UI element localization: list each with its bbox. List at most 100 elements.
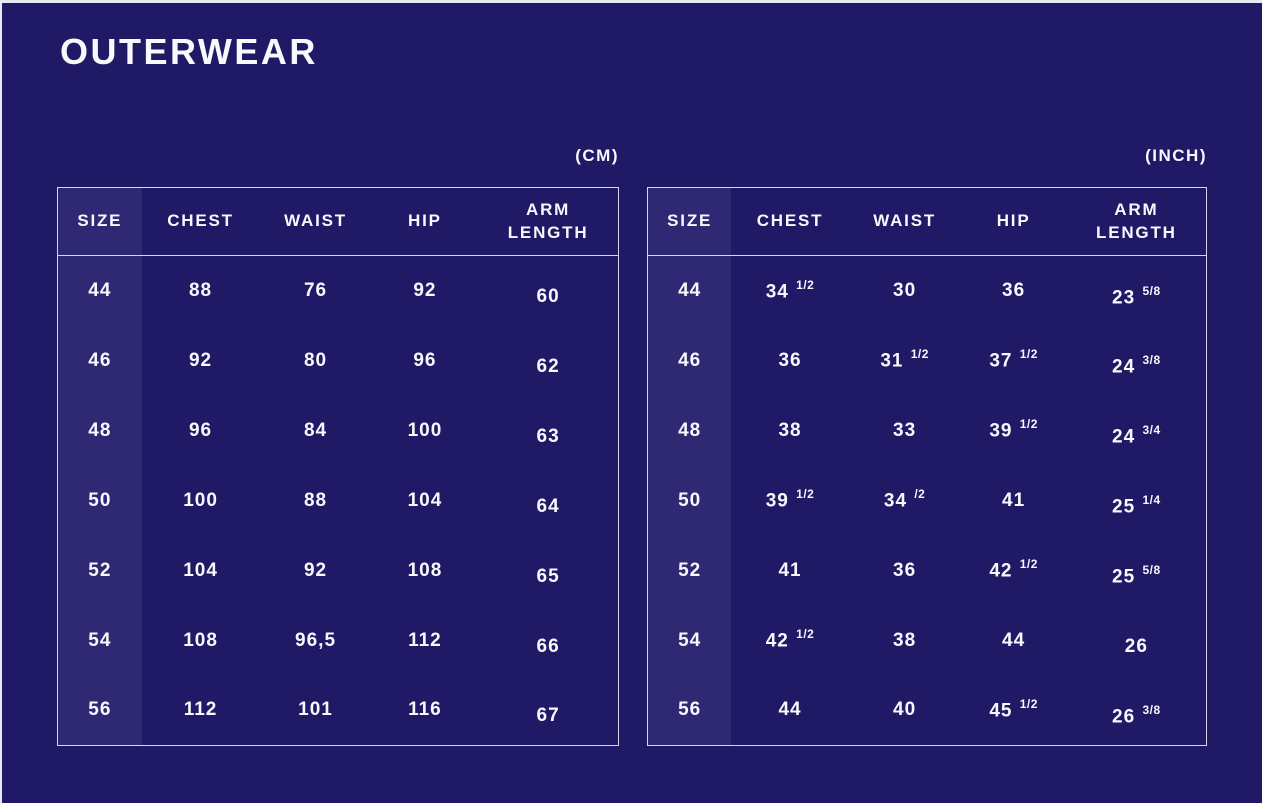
column-header-hip: HIP bbox=[408, 211, 442, 231]
measurement-cell: 31 1/2 bbox=[880, 347, 929, 372]
measurement-cell: 62 bbox=[536, 355, 560, 377]
column-header-arm-length: ARM LENGTH bbox=[507, 199, 589, 242]
fraction-superscript: 1/2 bbox=[1019, 557, 1038, 572]
measurement-cell: 92 bbox=[413, 279, 437, 301]
measurement-cell: 66 bbox=[536, 635, 560, 657]
table-row: 48 96 84 100 63 bbox=[57, 395, 619, 466]
size-table-inch: SIZE CHEST WAIST HIP ARM LENGTH 44 34 1/2 30 36 2… bbox=[647, 187, 1207, 746]
measurement-cell: 36 bbox=[893, 559, 917, 581]
table-row: 56 44 40 45 1/2 26 3/8 bbox=[647, 675, 1207, 746]
measurement-cell: 44 bbox=[1002, 629, 1026, 651]
measurement-cell: 92 bbox=[188, 349, 213, 371]
measurement-cell: 67 bbox=[536, 705, 560, 727]
measurement-cell: 24 3/4 bbox=[1112, 423, 1161, 448]
header-row: SIZE CHEST WAIST HIP ARM LENGTH bbox=[57, 187, 619, 256]
size-cell: 44 bbox=[57, 255, 142, 326]
column-header-size: SIZE bbox=[57, 187, 142, 256]
unit-label-cm: (CM) bbox=[575, 146, 619, 165]
size-guide-page: OUTERWEAR (CM) (INCH) SIZE CHEST WAIST HIP A… bbox=[2, 3, 1262, 803]
size-cell: 52 bbox=[647, 535, 732, 606]
measurement-cell: 88 bbox=[188, 279, 213, 301]
table-row: 46 92 80 96 62 bbox=[57, 325, 619, 396]
page-title: OUTERWEAR bbox=[60, 31, 318, 72]
measurement-cell: 96 bbox=[413, 349, 437, 371]
measurement-cell: 36 bbox=[778, 349, 802, 371]
column-header-waist: WAIST bbox=[873, 211, 937, 231]
measurement-cell: 38 bbox=[778, 419, 802, 441]
fraction-superscript: 1/2 bbox=[796, 627, 815, 642]
measurement-cell: 26 bbox=[1124, 635, 1148, 657]
measurement-cell: 112 bbox=[408, 629, 442, 651]
size-cell: 48 bbox=[57, 395, 142, 466]
measurement-cell: 108 bbox=[183, 629, 218, 651]
measurement-cell: 116 bbox=[408, 699, 442, 721]
measurement-cell: 24 3/8 bbox=[1112, 353, 1161, 378]
fraction-superscript: 3/4 bbox=[1142, 423, 1161, 438]
fraction-superscript: 1/2 bbox=[796, 277, 815, 292]
measurement-cell: 92 bbox=[303, 559, 328, 581]
table-row: 52 41 36 42 1/2 25 5/8 bbox=[647, 535, 1207, 606]
measurement-cell: 96 bbox=[188, 419, 213, 441]
measurement-cell: 84 bbox=[303, 419, 328, 441]
measurement-cell: 100 bbox=[183, 489, 218, 511]
fraction-superscript: 1/2 bbox=[910, 347, 929, 362]
table-row: 52 104 92 108 65 bbox=[57, 535, 619, 606]
measurement-cell: 96,5 bbox=[295, 629, 337, 651]
fraction-superscript: 5/8 bbox=[1142, 283, 1161, 298]
fraction-superscript: 1/2 bbox=[1019, 347, 1038, 362]
column-header-waist: WAIST bbox=[284, 211, 347, 231]
measurement-cell: 25 1/4 bbox=[1112, 493, 1161, 518]
measurement-cell: 60 bbox=[536, 285, 560, 307]
size-cell: 54 bbox=[647, 605, 732, 676]
table-row: 54 42 1/2 38 44 26 bbox=[647, 605, 1207, 676]
column-header-arm-length: ARM LENGTH bbox=[1096, 199, 1177, 242]
fraction-superscript: 3/8 bbox=[1142, 703, 1161, 718]
size-cell: 46 bbox=[647, 325, 732, 396]
measurement-cell: 108 bbox=[407, 559, 443, 581]
measurement-cell: 26 3/8 bbox=[1112, 703, 1161, 728]
unit-label-inch: (INCH) bbox=[1145, 146, 1207, 165]
table-row: 50 100 88 104 64 bbox=[57, 465, 619, 536]
table-row: 56 112 101 116 67 bbox=[57, 675, 619, 746]
measurement-cell: 41 bbox=[778, 559, 802, 581]
measurement-cell: 38 bbox=[893, 629, 917, 651]
size-cell: 44 bbox=[647, 255, 732, 326]
fraction-superscript: /2 bbox=[914, 487, 926, 502]
measurement-cell: 100 bbox=[407, 419, 443, 441]
size-cell: 56 bbox=[57, 675, 142, 746]
measurement-cell: 104 bbox=[407, 489, 443, 511]
column-header-hip: HIP bbox=[996, 211, 1031, 231]
measurement-cell: 34 1/2 bbox=[765, 277, 815, 302]
header-row: SIZE CHEST WAIST HIP ARM LENGTH bbox=[647, 187, 1207, 256]
measurement-cell: 40 bbox=[893, 699, 917, 721]
measurement-cell: 23 5/8 bbox=[1112, 283, 1161, 308]
fraction-superscript: 1/4 bbox=[1142, 493, 1161, 508]
fraction-superscript: 5/8 bbox=[1142, 563, 1161, 578]
size-cell: 54 bbox=[57, 605, 142, 676]
measurement-cell: 63 bbox=[536, 425, 560, 447]
table-row: 44 34 1/2 30 36 23 5/8 bbox=[647, 255, 1207, 326]
measurement-cell: 25 5/8 bbox=[1112, 563, 1161, 588]
measurement-cell: 80 bbox=[303, 349, 328, 371]
table-row: 44 88 76 92 60 bbox=[57, 255, 619, 326]
size-cell: 50 bbox=[647, 465, 732, 536]
table-row: 48 38 33 39 1/2 24 3/4 bbox=[647, 395, 1207, 466]
table-row: 54 108 96,5 112 66 bbox=[57, 605, 619, 676]
measurement-cell: 44 bbox=[778, 699, 802, 721]
measurement-cell: 65 bbox=[536, 565, 560, 587]
measurement-cell: 33 bbox=[893, 419, 917, 441]
table-row: 50 39 1/2 34 /2 41 25 1/4 bbox=[647, 465, 1207, 536]
measurement-cell: 30 bbox=[893, 279, 917, 301]
measurement-cell: 41 bbox=[1002, 489, 1026, 511]
measurement-cell: 112 bbox=[183, 699, 218, 721]
column-header-chest: CHEST bbox=[167, 211, 234, 231]
size-table-cm: SIZE CHEST WAIST HIP ARM LENGTH 44 88 76 92 60 46 9… bbox=[57, 187, 619, 746]
column-header-chest: CHEST bbox=[756, 211, 824, 231]
table-row: 46 36 31 1/2 37 1/2 24 3/8 bbox=[647, 325, 1207, 396]
measurement-cell: 42 1/2 bbox=[989, 557, 1038, 582]
size-cell: 56 bbox=[647, 675, 732, 746]
measurement-cell: 42 1/2 bbox=[765, 627, 815, 652]
measurement-cell: 104 bbox=[183, 559, 218, 581]
measurement-cell: 76 bbox=[303, 279, 328, 301]
size-cell: 46 bbox=[57, 325, 142, 396]
